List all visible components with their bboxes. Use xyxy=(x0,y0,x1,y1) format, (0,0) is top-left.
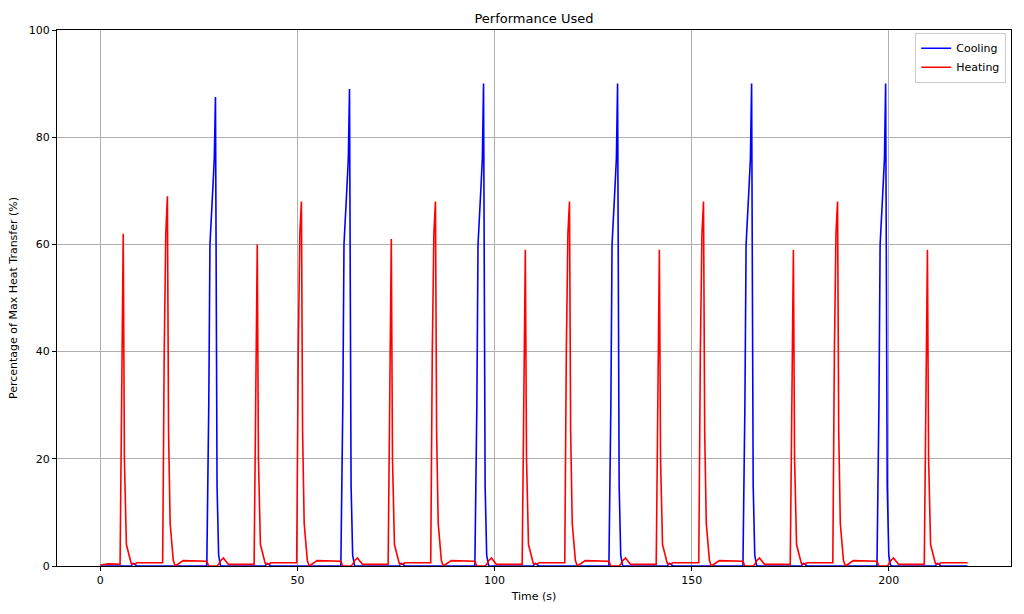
svg-text:Time (s): Time (s) xyxy=(511,590,557,603)
svg-text:100: 100 xyxy=(484,574,505,587)
svg-text:80: 80 xyxy=(36,131,50,144)
svg-text:Heating: Heating xyxy=(956,61,999,74)
svg-text:0: 0 xyxy=(43,560,50,573)
svg-text:0: 0 xyxy=(97,574,104,587)
svg-text:Percentage of Max Heat Transfe: Percentage of Max Heat Transfer (%) xyxy=(7,197,20,399)
svg-text:40: 40 xyxy=(36,345,50,358)
svg-text:150: 150 xyxy=(681,574,702,587)
svg-text:20: 20 xyxy=(36,453,50,466)
svg-text:60: 60 xyxy=(36,238,50,251)
svg-text:200: 200 xyxy=(878,574,899,587)
svg-text:100: 100 xyxy=(29,24,50,37)
svg-text:50: 50 xyxy=(290,574,304,587)
svg-text:Cooling: Cooling xyxy=(956,42,997,55)
svg-text:Performance Used: Performance Used xyxy=(474,11,593,26)
